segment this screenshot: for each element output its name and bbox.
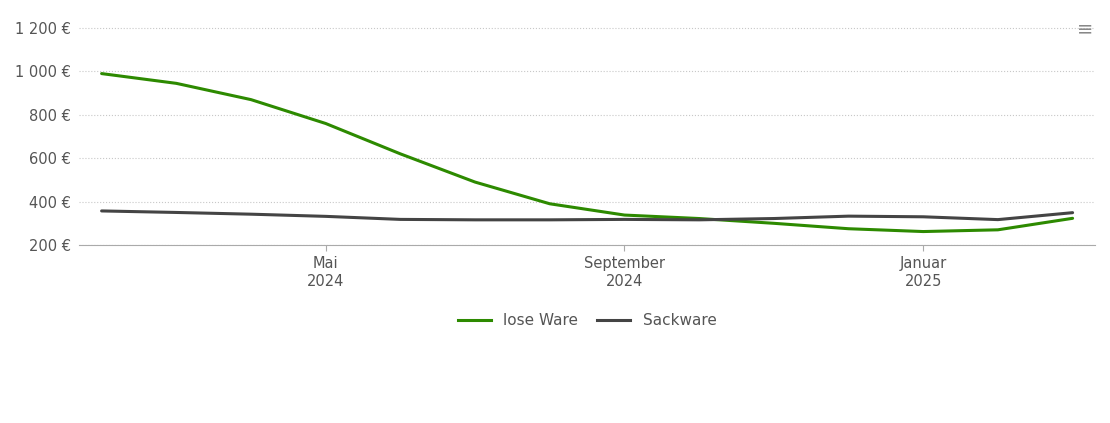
- Text: ≡: ≡: [1077, 19, 1093, 38]
- Legend: lose Ware, Sackware: lose Ware, Sackware: [452, 307, 723, 334]
